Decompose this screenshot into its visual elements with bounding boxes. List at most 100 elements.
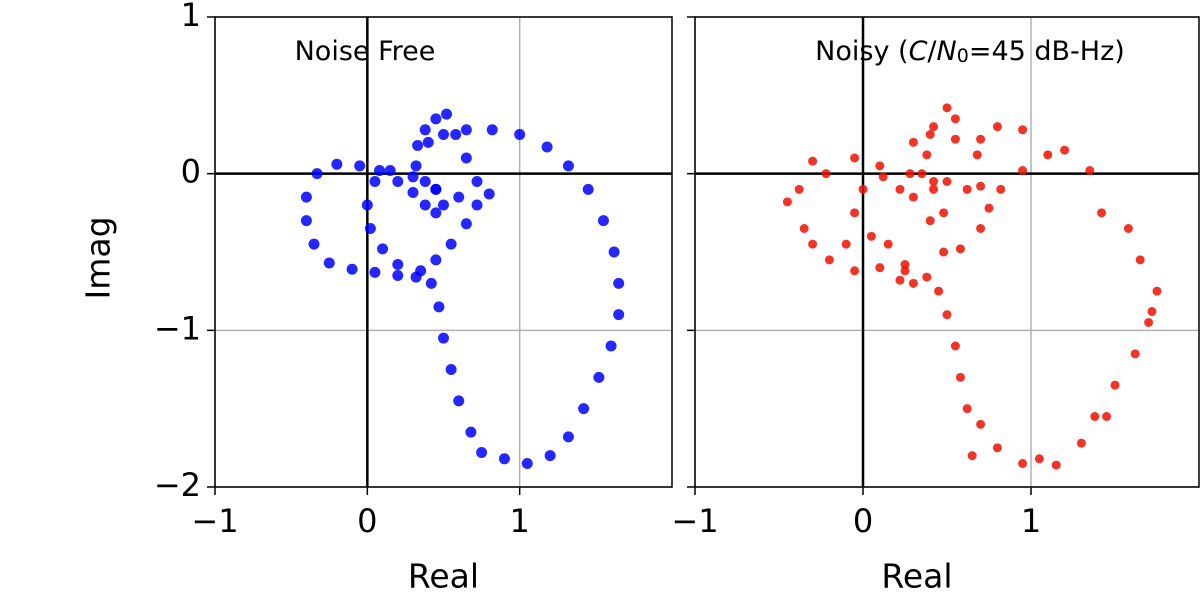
- annotation: Noise Free: [295, 36, 436, 67]
- point: [453, 395, 465, 407]
- point: [300, 191, 312, 203]
- y-tick-label: −2: [154, 466, 201, 504]
- point: [917, 169, 927, 179]
- point: [422, 136, 434, 148]
- point: [962, 184, 972, 194]
- annotation-part: =45 dB-Hz): [969, 36, 1125, 67]
- point: [308, 238, 320, 250]
- point: [1085, 166, 1095, 176]
- point: [962, 404, 972, 414]
- point: [412, 139, 424, 151]
- x-tick-label: 1: [1021, 502, 1041, 540]
- point: [346, 263, 358, 275]
- point: [300, 215, 312, 227]
- x-axis-label: Real: [881, 557, 952, 596]
- point: [430, 254, 442, 266]
- point: [476, 447, 488, 459]
- point: [929, 184, 939, 194]
- point: [410, 271, 422, 283]
- point: [471, 176, 483, 187]
- point: [984, 203, 994, 213]
- point: [392, 270, 404, 281]
- point: [407, 186, 419, 198]
- point: [1043, 150, 1053, 160]
- y-axis-label: Imag: [79, 216, 118, 299]
- point: [824, 255, 834, 265]
- point: [453, 191, 465, 203]
- point: [942, 310, 952, 320]
- point: [934, 286, 944, 296]
- point: [900, 260, 910, 270]
- point: [955, 244, 965, 254]
- point: [905, 169, 915, 179]
- point: [858, 184, 868, 194]
- annotation-part: Noisy (: [815, 36, 908, 67]
- point: [445, 238, 457, 250]
- point: [514, 129, 526, 140]
- annotation-part: C: [909, 36, 928, 67]
- point: [438, 199, 449, 211]
- point: [850, 208, 860, 218]
- point: [808, 156, 818, 166]
- point: [364, 223, 376, 234]
- point: [925, 216, 935, 226]
- point: [578, 403, 590, 415]
- point: [1018, 125, 1028, 135]
- point: [441, 108, 453, 120]
- point: [922, 150, 932, 160]
- point: [311, 168, 323, 180]
- point: [1018, 166, 1028, 176]
- point: [967, 451, 977, 461]
- point: [1076, 438, 1086, 448]
- point: [799, 224, 809, 233]
- point: [794, 184, 804, 194]
- point: [430, 183, 442, 195]
- point: [425, 277, 437, 289]
- point: [850, 266, 860, 276]
- point: [950, 134, 960, 144]
- point: [900, 266, 910, 276]
- point: [597, 215, 609, 227]
- point: [483, 188, 495, 200]
- point: [895, 184, 905, 194]
- point: [450, 129, 462, 140]
- point: [613, 309, 625, 321]
- point: [374, 165, 386, 177]
- point: [1147, 307, 1157, 317]
- point: [875, 263, 885, 273]
- point: [821, 169, 831, 179]
- x-tick-label: 0: [853, 502, 873, 540]
- point: [392, 176, 404, 187]
- x-tick-label: 0: [357, 502, 377, 540]
- point: [460, 152, 472, 164]
- annotation-part: /: [927, 36, 937, 67]
- point: [460, 124, 472, 136]
- point: [1123, 224, 1133, 233]
- point: [976, 181, 986, 191]
- point: [369, 176, 381, 187]
- point: [361, 199, 373, 211]
- x-tick-label: −1: [671, 502, 718, 540]
- point: [950, 114, 960, 124]
- point: [1144, 318, 1154, 327]
- point: [438, 129, 449, 140]
- x-axis-label: Real: [408, 557, 479, 596]
- point: [939, 208, 949, 218]
- point: [955, 372, 965, 382]
- point: [992, 122, 1002, 132]
- point: [808, 239, 818, 249]
- point: [929, 122, 939, 132]
- point: [582, 183, 594, 195]
- point: [430, 207, 442, 219]
- point: [465, 426, 477, 438]
- point: [445, 364, 457, 375]
- point: [419, 124, 431, 136]
- y-tick-label: −1: [154, 309, 201, 347]
- annotation-part: N: [937, 36, 957, 67]
- point: [841, 239, 851, 249]
- annotation-part: 0: [957, 45, 969, 67]
- x-tick-label: 1: [509, 502, 529, 540]
